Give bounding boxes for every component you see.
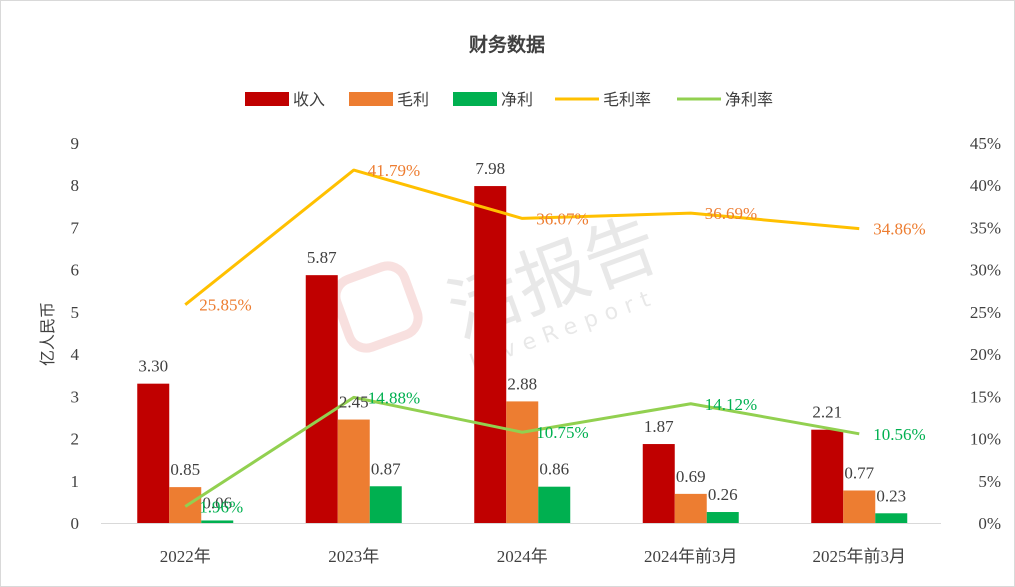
bar [843, 490, 876, 523]
y2-tick-label: 25% [970, 303, 1001, 322]
y-axis-label: 亿人民币 [38, 302, 57, 366]
bar-value-label: 0.77 [844, 463, 874, 482]
bar-value-label: 2.21 [812, 403, 842, 422]
bar-value-label: 0.26 [708, 485, 738, 504]
bar [674, 493, 707, 523]
bar [474, 186, 507, 524]
bar-value-label: 2.88 [507, 374, 537, 393]
legend-label: 毛利 [397, 90, 429, 109]
y-tick-label: 6 [71, 261, 80, 280]
line-value-label: 14.88% [368, 388, 420, 407]
y2-tick-label: 40% [970, 176, 1001, 195]
chart-title: 财务数据 [469, 33, 545, 56]
bar-value-label: 5.87 [307, 248, 337, 267]
legend-swatch [245, 92, 289, 106]
bar-value-label: 1.87 [644, 417, 674, 436]
right-axis: 0% 5% 10% 15% 20% 25% 30% 35% 40% 45% [970, 134, 1001, 533]
bar-value-label: 0.87 [371, 459, 401, 478]
bars [137, 186, 908, 524]
series-line [184, 395, 860, 508]
x-tick-label: 2025年前3月 [813, 547, 907, 566]
y-tick-label: 9 [71, 134, 80, 153]
series-line [184, 168, 860, 306]
y2-tick-label: 20% [970, 345, 1001, 364]
watermark-logo-icon [331, 261, 423, 353]
legend-swatch [453, 92, 497, 106]
y2-tick-label: 30% [970, 261, 1001, 280]
legend-label: 净利 [501, 90, 533, 109]
bar [506, 401, 539, 523]
line-value-label: 41.79% [368, 161, 420, 180]
legend-swatch [349, 92, 393, 106]
y2-tick-label: 5% [978, 472, 1001, 491]
left-axis: 0 1 2 3 4 5 6 7 8 9 [71, 134, 80, 533]
line-value-label: 10.75% [536, 423, 588, 442]
y-tick-label: 1 [71, 472, 80, 491]
x-tick-label: 2024年 [497, 547, 548, 566]
bar [337, 419, 370, 523]
y2-tick-label: 45% [970, 134, 1001, 153]
y-tick-label: 0 [71, 514, 80, 533]
bar [369, 486, 402, 523]
x-axis: 2022年 2023年 2024年 2024年前3月 2025年前3月 [101, 523, 941, 566]
bar [642, 444, 675, 523]
bar-value-label: 7.98 [475, 159, 505, 178]
lines [184, 168, 860, 508]
line-value-label: 34.86% [873, 220, 925, 239]
x-tick-label: 2023年 [328, 547, 379, 566]
bar-value-label: 0.85 [170, 460, 200, 479]
y2-tick-label: 15% [970, 387, 1001, 406]
legend: 收入 毛利 净利 毛利率 净利率 [245, 90, 773, 109]
line-value-label: 14.12% [705, 395, 757, 414]
y-tick-label: 5 [71, 303, 80, 322]
legend-label: 净利率 [725, 90, 773, 109]
bar-value-label: 0.06 [202, 493, 232, 512]
x-tick-label: 2022年 [160, 547, 211, 566]
bar [706, 512, 739, 523]
legend-label: 收入 [293, 90, 325, 109]
data-labels: 3.30 5.87 7.98 1.87 2.21 0.85 2.45 2.88 0.69 0.77… [138, 159, 925, 516]
bar-value-label: 0.23 [876, 486, 906, 505]
y-tick-label: 7 [71, 218, 80, 237]
line-value-label: 36.69% [705, 204, 757, 223]
bar [811, 429, 844, 523]
bar [201, 520, 234, 523]
legend-label: 毛利率 [603, 90, 651, 109]
y2-tick-label: 10% [970, 430, 1001, 449]
bar-value-label: 0.86 [539, 460, 569, 479]
y2-tick-label: 35% [970, 218, 1001, 237]
y-tick-label: 8 [71, 176, 80, 195]
bar-value-label: 3.30 [138, 357, 168, 376]
line-value-label: 25.85% [199, 296, 251, 315]
y-tick-label: 3 [71, 387, 80, 406]
line-value-label: 1.96% [199, 497, 243, 516]
bar [538, 486, 571, 523]
line-value-label: 10.56% [873, 425, 925, 444]
bar [305, 275, 338, 523]
y-tick-label: 2 [71, 430, 80, 449]
bar [137, 383, 170, 523]
bar-value-label: 2.45 [339, 393, 369, 412]
bar [875, 513, 908, 523]
y-tick-label: 4 [71, 345, 80, 364]
bar-value-label: 0.69 [676, 467, 706, 486]
line-value-label: 36.07% [536, 209, 588, 228]
y2-tick-label: 0% [978, 514, 1001, 533]
x-tick-label: 2024年前3月 [644, 547, 738, 566]
